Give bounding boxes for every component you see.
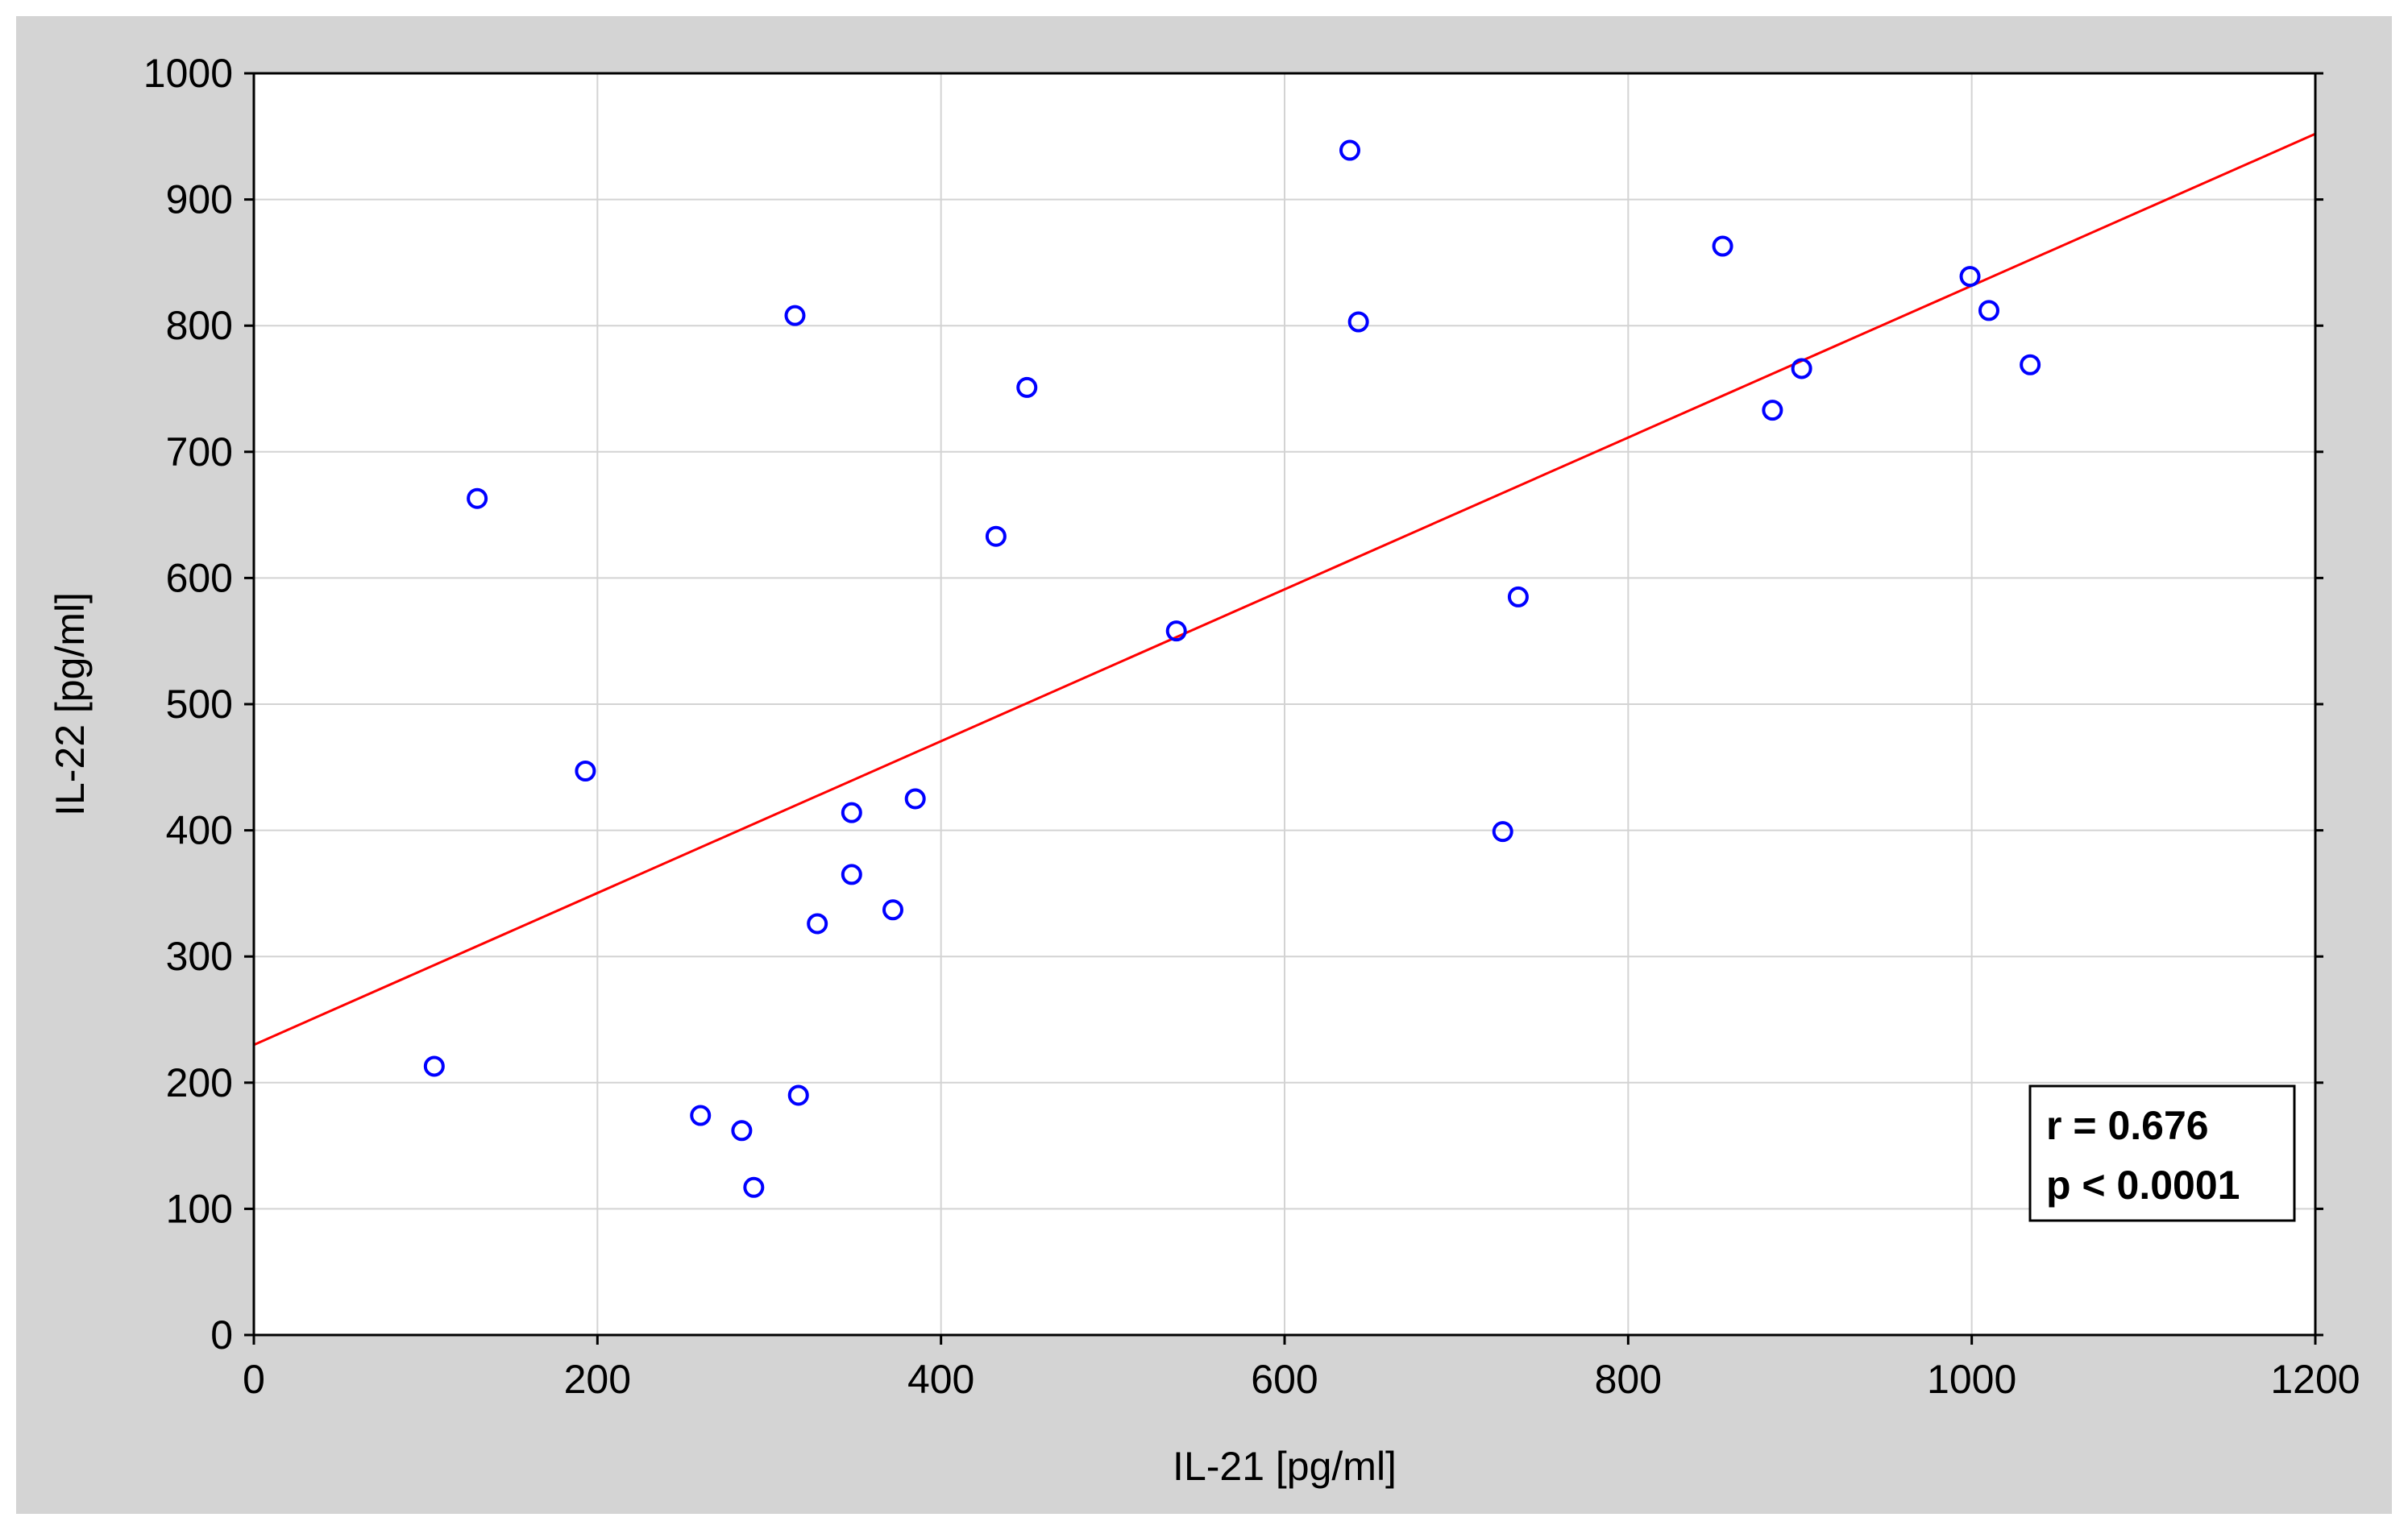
y-axis-label: IL-22 [pg/ml] bbox=[48, 592, 93, 816]
y-tick-label: 200 bbox=[166, 1060, 233, 1105]
data-point bbox=[575, 760, 596, 782]
y-tick-label: 900 bbox=[166, 177, 233, 222]
x-tick-label: 200 bbox=[564, 1357, 631, 1402]
data-point bbox=[882, 899, 903, 921]
x-tick-label: 400 bbox=[907, 1357, 974, 1402]
y-tick-label: 500 bbox=[166, 682, 233, 727]
data-point bbox=[743, 1176, 765, 1198]
x-tick-label: 800 bbox=[1595, 1357, 1662, 1402]
data-point bbox=[1016, 376, 1038, 398]
points-layer bbox=[423, 139, 2041, 1198]
data-point bbox=[841, 802, 862, 823]
data-point bbox=[1762, 400, 1783, 421]
data-point bbox=[423, 1055, 445, 1077]
data-point bbox=[904, 788, 926, 810]
y-axis: 0 100 200 300 400 500 600 700 800 900 1000 bbox=[143, 51, 2323, 1358]
data-point bbox=[1959, 266, 1981, 288]
y-tick-label: 400 bbox=[166, 808, 233, 853]
data-point bbox=[1492, 821, 1513, 843]
x-tick-label: 1000 bbox=[1927, 1357, 2016, 1402]
data-point bbox=[731, 1120, 753, 1142]
data-point bbox=[1712, 235, 1733, 257]
stats-p-value: p < 0.0001 bbox=[2046, 1163, 2240, 1208]
x-tick-label: 0 bbox=[243, 1357, 265, 1402]
x-axis: 0 200 400 600 800 1000 1200 bbox=[243, 1335, 2360, 1402]
y-tick-label: 800 bbox=[166, 303, 233, 348]
x-tick-label: 600 bbox=[1251, 1357, 1318, 1402]
data-point bbox=[1347, 311, 1369, 333]
data-point bbox=[784, 305, 806, 326]
data-point bbox=[2020, 354, 2041, 375]
data-point bbox=[467, 487, 488, 509]
data-point bbox=[807, 913, 828, 935]
data-point bbox=[841, 864, 862, 885]
x-tick-label: 1200 bbox=[2270, 1357, 2360, 1402]
y-tick-label: 600 bbox=[166, 555, 233, 600]
y-tick-label: 0 bbox=[210, 1312, 233, 1358]
data-point bbox=[1978, 300, 1999, 321]
y-tick-label: 700 bbox=[166, 429, 233, 475]
data-point bbox=[787, 1084, 809, 1106]
stats-annotation: r = 0.676 p < 0.0001 bbox=[2028, 1084, 2296, 1222]
data-point bbox=[985, 525, 1007, 547]
stats-r-value: r = 0.676 bbox=[2046, 1103, 2209, 1148]
data-point bbox=[690, 1105, 712, 1126]
stats-annotation-box bbox=[2028, 1084, 2296, 1222]
data-point bbox=[1791, 358, 1812, 379]
x-axis-label: IL-21 [pg/ml] bbox=[1173, 1444, 1397, 1489]
data-point bbox=[1339, 139, 1361, 161]
data-point bbox=[1165, 620, 1187, 642]
data-point bbox=[1507, 586, 1529, 607]
y-tick-label: 1000 bbox=[143, 51, 233, 96]
y-tick-label: 100 bbox=[166, 1186, 233, 1231]
y-tick-label: 300 bbox=[166, 934, 233, 979]
